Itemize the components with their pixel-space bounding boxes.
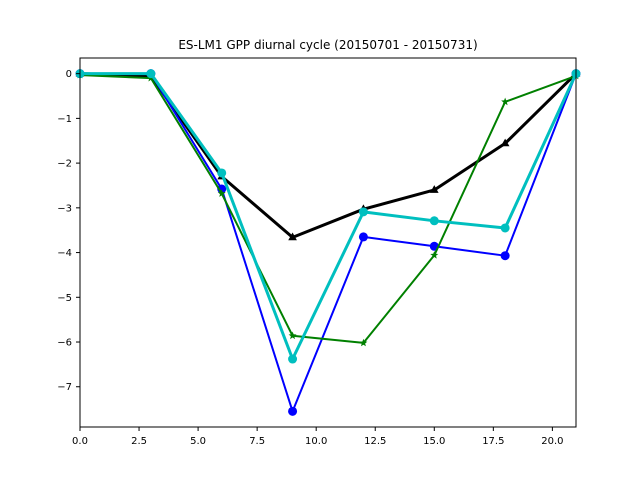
plot-frame bbox=[79, 57, 577, 428]
series-1-line bbox=[78, 71, 579, 239]
axes-layer: 0.0 2.5 5.0 7.5 10.0 12.5 15.0 17.5 20.0 0 −1 −2 −3 −… bbox=[57, 57, 577, 447]
x-tick-label: 17.5 bbox=[482, 436, 504, 447]
series-4-point bbox=[500, 223, 510, 233]
y-tick-label: −1 bbox=[57, 114, 72, 125]
x-tick-label: 20.0 bbox=[541, 436, 563, 447]
series-1-point bbox=[288, 232, 297, 241]
y-tick-label: 0 bbox=[66, 69, 72, 80]
x-tick-label: 5.0 bbox=[190, 436, 206, 447]
y-tick-label: −4 bbox=[57, 248, 72, 259]
series-3-point bbox=[430, 251, 439, 259]
series-3-point bbox=[217, 189, 226, 197]
series-1-point bbox=[500, 138, 510, 147]
series-2-point bbox=[358, 232, 368, 242]
series-4-point bbox=[429, 216, 439, 226]
series-2 bbox=[75, 69, 581, 416]
series-2-point bbox=[288, 406, 298, 416]
series-4-point bbox=[288, 354, 298, 364]
series-4-line bbox=[78, 71, 578, 361]
series-3-point bbox=[501, 97, 510, 106]
series-4 bbox=[75, 69, 581, 364]
x-tick-label: 7.5 bbox=[249, 436, 265, 447]
chart-title: ES-LM1 GPP diurnal cycle (20150701 - 201… bbox=[178, 38, 477, 52]
series-2-point bbox=[500, 251, 510, 261]
series-3-point bbox=[288, 331, 297, 340]
series-3-point bbox=[359, 338, 368, 347]
y-tick-label: −6 bbox=[57, 338, 72, 349]
x-tick-label: 10.0 bbox=[305, 436, 327, 447]
y-tick-label: −7 bbox=[57, 382, 72, 393]
series-4-point bbox=[146, 69, 156, 79]
x-tick-label: 15.0 bbox=[423, 436, 445, 447]
series-2-line bbox=[79, 72, 578, 413]
y-tick-label: −2 bbox=[57, 159, 72, 170]
series-1-point bbox=[429, 185, 439, 193]
y-tick-label: −3 bbox=[57, 203, 72, 214]
series-3-line bbox=[78, 73, 578, 344]
series-3 bbox=[76, 70, 580, 347]
series-4-point bbox=[358, 207, 368, 217]
x-tick-label: 0.0 bbox=[72, 436, 88, 447]
series-layer bbox=[75, 68, 581, 416]
series-4-point bbox=[217, 168, 227, 178]
y-tick-label: −5 bbox=[57, 293, 72, 304]
x-tick-label: 12.5 bbox=[364, 436, 386, 447]
x-tick-label: 2.5 bbox=[131, 436, 147, 447]
series-1 bbox=[75, 68, 581, 241]
